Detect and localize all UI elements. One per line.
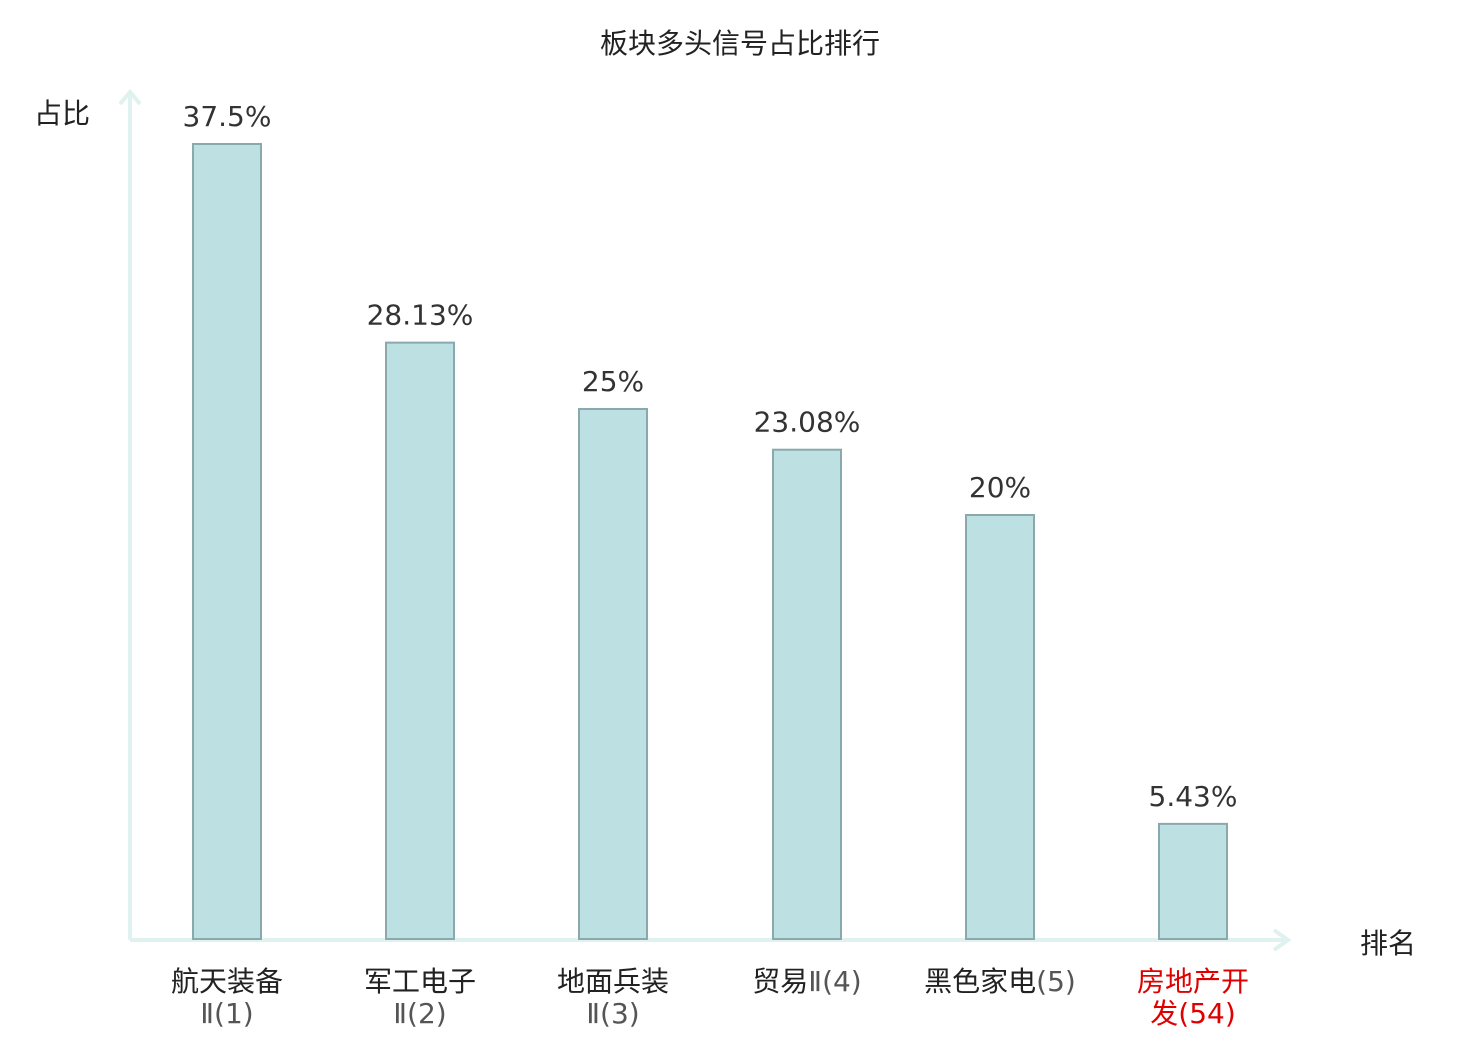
value-label-4: 23.08% (754, 406, 861, 439)
category-label-3: 地面兵装 Ⅱ(3) (523, 966, 703, 1030)
bar-1 (192, 143, 262, 940)
value-label-1: 37.5% (183, 100, 272, 133)
bar-4 (772, 448, 842, 940)
bar-5 (965, 514, 1035, 940)
category-rank: (5) (1036, 965, 1076, 998)
bar-6 (1158, 822, 1228, 940)
category-label-2: 军工电子 Ⅱ(2) (330, 966, 510, 1030)
category-name: 贸易 (752, 965, 809, 998)
axes (118, 88, 1292, 952)
category-label-1: 航天装备 Ⅱ(1) (137, 966, 317, 1030)
category-rank: (54) (1178, 997, 1236, 1030)
category-name: 地面兵装 (556, 965, 669, 998)
x-axis-label: 排名 (1360, 927, 1417, 960)
bar-2 (385, 341, 455, 941)
category-name: 航天装备 (170, 965, 283, 998)
bars-group (192, 143, 1228, 941)
category-rank: Ⅱ(1) (200, 997, 254, 1030)
category-name: 房地产开 (1136, 965, 1249, 998)
category-name: 黑色家电 (924, 965, 1037, 998)
y-axis-arrow (118, 88, 142, 106)
value-label-2: 28.13% (367, 299, 474, 332)
category-rank: Ⅱ(4) (808, 965, 862, 998)
y-axis-label: 占比 (34, 97, 91, 130)
category-label-4: 贸易Ⅱ(4) (717, 966, 897, 998)
category-rank: Ⅱ(2) (393, 997, 447, 1030)
category-rank: Ⅱ(3) (586, 997, 640, 1030)
x-axis-arrow (1272, 928, 1292, 952)
value-label-6: 5.43% (1149, 780, 1238, 813)
category-name-cont: 发 (1150, 997, 1179, 1030)
bar-3 (578, 408, 648, 940)
value-labels-group: 37.5% 28.13% 25% 23.08% 20% 5.43% (183, 100, 1238, 813)
value-label-5: 20% (969, 471, 1031, 504)
value-label-3: 25% (582, 365, 644, 398)
category-label-5: 黑色家电(5) (910, 966, 1090, 998)
chart-title: 板块多头信号占比排行 (599, 27, 880, 60)
category-name: 军工电子 (363, 965, 476, 998)
category-label-6: 房地产开 发(54) (1103, 966, 1283, 1030)
